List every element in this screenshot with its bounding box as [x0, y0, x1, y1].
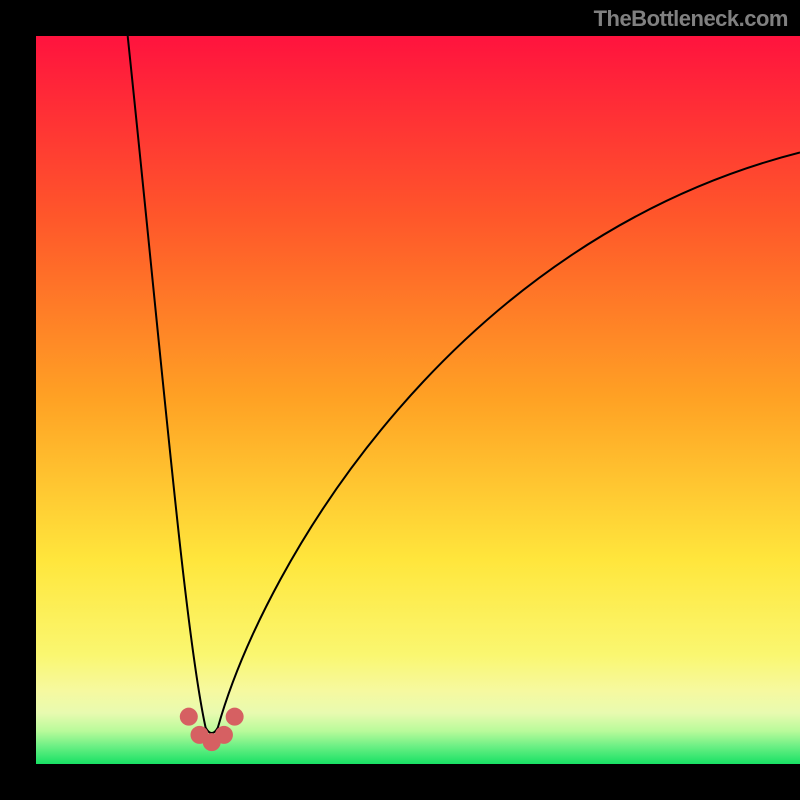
gradient-background-rect	[36, 36, 800, 764]
watermark-text: TheBottleneck.com	[594, 6, 788, 32]
curve-marker	[215, 726, 233, 744]
curve-marker	[226, 708, 244, 726]
curve-marker	[180, 708, 198, 726]
plot-area	[36, 36, 800, 764]
plot-svg	[36, 36, 800, 764]
